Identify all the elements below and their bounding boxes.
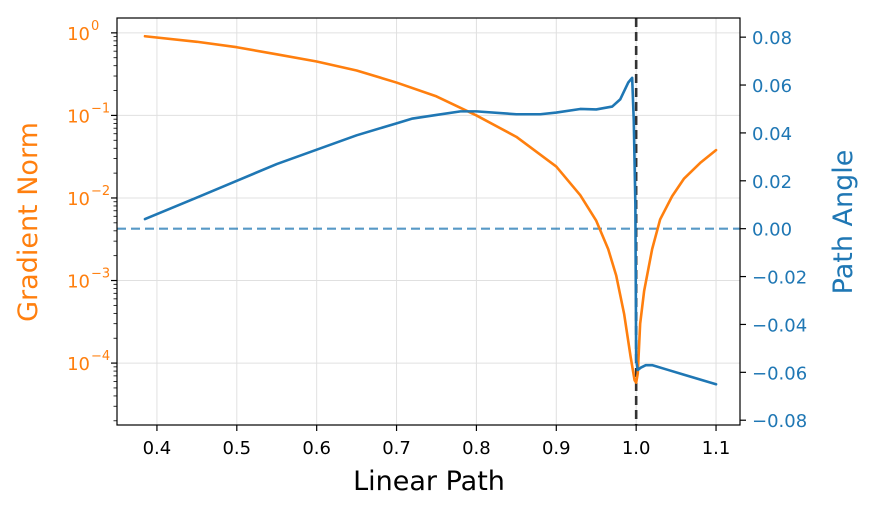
plot-frame <box>116 17 741 426</box>
left-tick-exponent: −3 <box>91 267 110 282</box>
left-tick-exponent: 0 <box>91 19 99 34</box>
ticks-layer: 0.4 0.5 0.6 0.7 0.8 0.9 1.0 1.110 010 −110 −210 −31… <box>67 19 807 459</box>
x-tick-label: 0.4 <box>143 438 172 459</box>
right-tick-label: −0.06 <box>752 363 807 384</box>
x-tick-label: 0.7 <box>382 438 411 459</box>
right-tick-label: 0.00 <box>752 220 792 241</box>
right-tick-label: −0.02 <box>752 268 807 289</box>
series-layer <box>143 34 718 386</box>
x-tick-label: 1.0 <box>622 438 651 459</box>
x-axis-title: Linear Path <box>353 466 505 497</box>
right-tick-label: 0.02 <box>752 172 792 193</box>
gradient-norm-line <box>143 34 718 384</box>
x-tick-label: 0.9 <box>542 438 571 459</box>
left-tick-label: 10 <box>67 189 90 210</box>
x-tick-label: 1.1 <box>702 438 731 459</box>
right-tick-label: −0.08 <box>752 411 807 432</box>
x-tick-label: 0.8 <box>462 438 491 459</box>
right-axis-title: Path Angle <box>828 150 859 295</box>
right-tick-label: 0.06 <box>752 76 792 97</box>
left-tick-exponent: −4 <box>91 349 110 364</box>
right-tick-label: 0.04 <box>752 124 792 145</box>
right-tick-label: 0.08 <box>752 28 792 49</box>
left-tick-label: 10 <box>67 106 90 127</box>
left-tick-label: 10 <box>67 354 90 375</box>
right-tick-label: −0.04 <box>752 315 807 336</box>
x-tick-label: 0.6 <box>302 438 331 459</box>
path-angle-line <box>143 76 718 386</box>
left-tick-exponent: −2 <box>91 184 110 199</box>
x-tick-label: 0.5 <box>222 438 251 459</box>
plot-border <box>116 17 741 426</box>
left-tick-exponent: −1 <box>91 101 110 116</box>
left-axis-title: Gradient Norm <box>13 122 44 322</box>
left-tick-label: 10 <box>67 24 90 45</box>
left-tick-label: 10 <box>67 272 90 293</box>
